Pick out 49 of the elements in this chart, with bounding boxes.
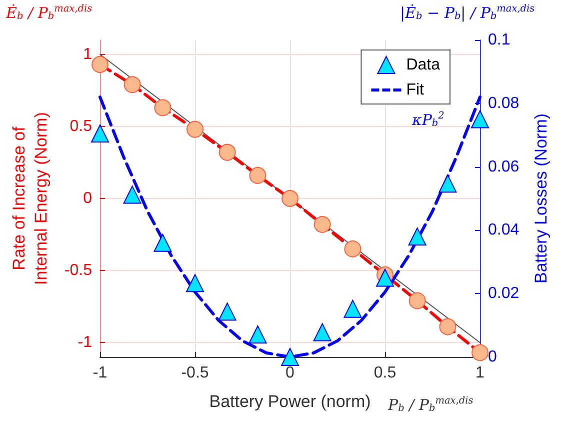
point [408,228,426,246]
point [344,240,362,258]
point [471,110,489,128]
y2-tick-label: 0.02 [488,285,520,302]
text: |Ėb − Pb| / Pbmax,dis [400,4,535,22]
point [248,325,267,344]
y-tick-label: 0 [83,190,92,207]
point [218,144,236,161]
x-tick-label: -0.5 [181,364,209,382]
point [91,124,109,143]
y2-tick-label: 0 [488,348,497,366]
point [313,323,332,342]
y-axis-title: Rate of Increase of Internal Energy (Norm) [10,112,50,285]
x-axis-title: Battery Power (norm) [209,392,371,411]
y-tick-label: 0.5 [70,118,92,135]
point [186,120,204,138]
y2-axis-title: Battery Losses (Norm) [532,113,551,284]
y2-tick-label: 0.06 [488,158,520,176]
point [154,234,172,252]
point [281,348,299,366]
y-tick-label: 1 [83,46,92,63]
x-tick-label: 0 [286,364,295,382]
point [344,300,362,318]
point [282,190,298,207]
annotation: κPb2 [411,110,444,129]
y-tick-label: -0.5 [64,262,92,280]
point [249,166,266,184]
point [218,302,236,321]
text: Pb / Pbmax,dis [387,396,474,414]
x-tick-label: 1 [476,364,485,382]
y2-tick-label: 0.08 [488,94,520,112]
point [408,292,426,310]
point [472,344,488,362]
x-tick-label: 0.5 [374,364,396,382]
point [186,274,204,292]
legend-label: Fit [406,82,425,98]
point [314,216,331,233]
point [154,99,172,116]
point [124,76,141,94]
point [123,186,142,204]
y2-tick-label: 0.1 [488,32,510,48]
point [439,318,456,336]
text: Ėb / Pbmax,dis [5,4,92,22]
y-tick-label: -1 [78,334,92,352]
legend-label: Data [406,56,440,74]
y2-tick-label: 0.04 [488,222,520,239]
point [92,56,108,73]
point [376,268,394,287]
point [438,174,457,193]
